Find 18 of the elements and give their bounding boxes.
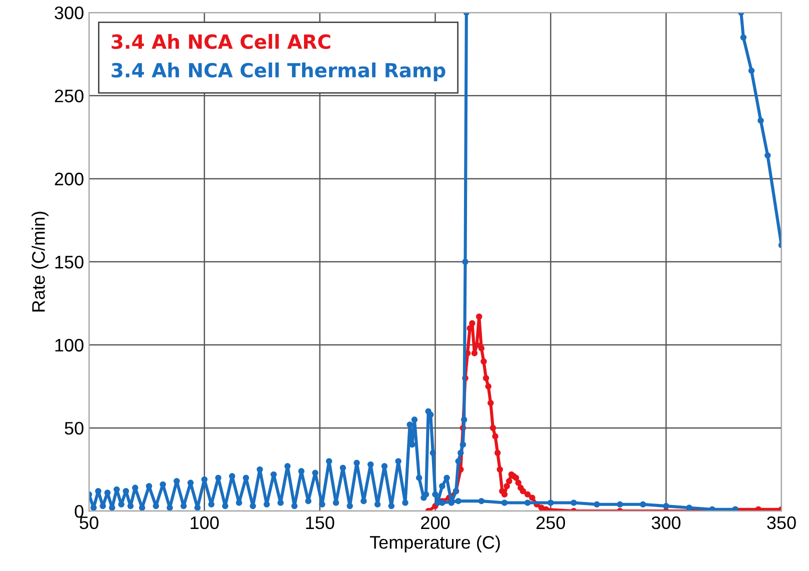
x-tick-label: 200 bbox=[421, 516, 450, 530]
x-axis-title: Temperature (C) bbox=[370, 536, 500, 552]
y-tick-label: 50 bbox=[64, 422, 84, 435]
y-tick-label: 300 bbox=[54, 6, 84, 20]
x-tick-label: 50 bbox=[80, 516, 98, 530]
y-tick-label: 200 bbox=[54, 172, 84, 186]
y-tick-label: 0 bbox=[74, 504, 84, 518]
series-label: 3.4 Ah NCA Cell Thermal Ramp bbox=[112, 62, 446, 82]
x-tick-label: 100 bbox=[190, 516, 219, 530]
x-tick-label: 150 bbox=[306, 516, 334, 530]
y-axis-title: Rate (C/min) bbox=[32, 212, 48, 312]
x-tick-label: 350 bbox=[767, 516, 796, 530]
y-tick-label: 150 bbox=[55, 256, 84, 269]
text: 3.4 Ah NCA Cell ARC bbox=[112, 34, 330, 49]
x-tick-label: 250 bbox=[536, 516, 566, 530]
x-tick-label: 300 bbox=[652, 516, 680, 530]
y-tick-label: 100 bbox=[55, 338, 84, 352]
y-tick-label: 250 bbox=[54, 90, 84, 102]
